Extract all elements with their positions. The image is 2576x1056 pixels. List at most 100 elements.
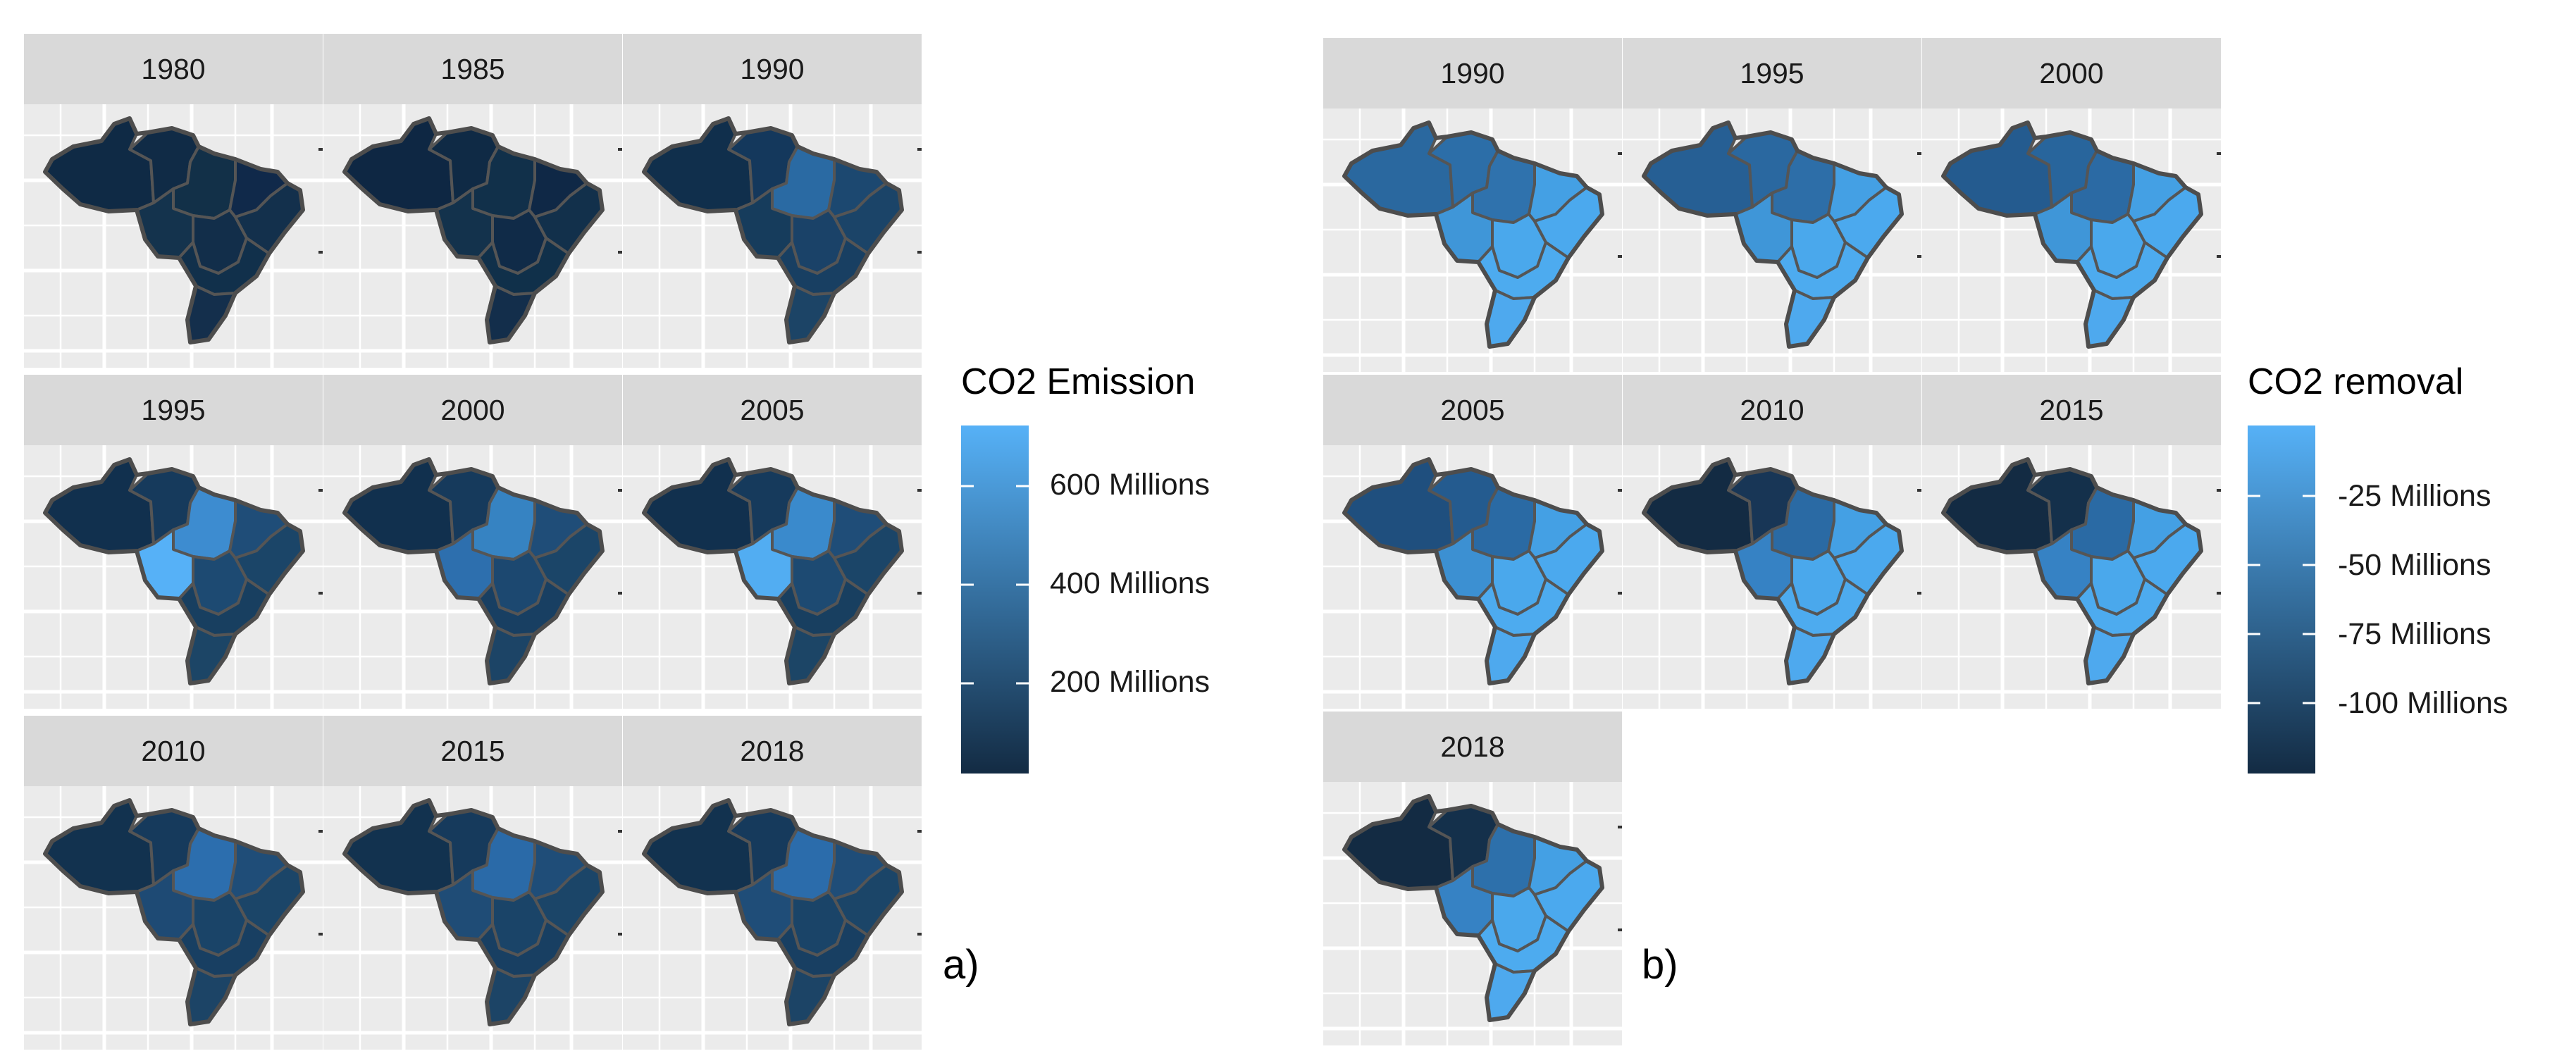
facet-strip-year: 2000	[323, 375, 622, 445]
facet-strip-year: 2000	[1922, 38, 2221, 108]
country-outline	[43, 798, 305, 1026]
island-mark	[318, 830, 323, 833]
panel-a-1990: 1990	[623, 34, 922, 368]
facet-strip-year: 2018	[623, 716, 922, 786]
country-outline	[342, 457, 605, 685]
country-outline	[43, 457, 305, 685]
map-plot-area	[1623, 108, 1921, 372]
figure-b-label: b)	[1642, 942, 1678, 988]
brazil-map	[323, 786, 622, 1050]
panel-a-2015: 2015	[323, 716, 622, 1050]
country-outline	[1941, 457, 2203, 685]
colorbar-co2-removal	[2248, 425, 2315, 774]
facet-strip-year: 1990	[1323, 38, 1622, 108]
legend-b-tick-75: -75 Millions	[2338, 617, 2491, 651]
legend-title-co2-emission: CO2 Emission	[961, 361, 1196, 402]
island-mark	[618, 148, 622, 151]
facet-strip-year: 2005	[623, 375, 922, 445]
island-mark	[917, 251, 922, 254]
map-plot-area	[1922, 445, 2221, 709]
island-mark	[618, 933, 622, 936]
brazil-map	[623, 104, 922, 368]
island-mark	[1917, 255, 1921, 258]
country-outline	[1642, 457, 1904, 685]
facet-strip-year: 2015	[323, 716, 622, 786]
panel-b-2005: 2005	[1323, 375, 1622, 709]
legend-b-tick-50: -50 Millions	[2338, 548, 2491, 582]
brazil-map	[623, 445, 922, 709]
panel-a-1995: 1995	[24, 375, 323, 709]
country-outline	[43, 116, 305, 344]
brazil-map	[1323, 108, 1622, 372]
facet-strip-year: 2010	[1623, 375, 1921, 445]
brazil-map	[1922, 445, 2221, 709]
facet-strip-year: 2018	[1323, 712, 1622, 782]
country-outline	[1342, 120, 1604, 349]
country-outline	[342, 798, 605, 1026]
panel-a-1985: 1985	[323, 34, 622, 368]
map-plot-area	[623, 104, 922, 368]
brazil-map	[24, 104, 323, 368]
figure-a-label: a)	[943, 942, 979, 988]
map-plot-area	[323, 786, 622, 1050]
facet-strip-year: 1990	[623, 34, 922, 104]
country-outline	[1941, 120, 2203, 349]
island-mark	[1618, 928, 1622, 931]
brazil-map	[1922, 108, 2221, 372]
colorbar-co2-emission	[961, 425, 1029, 774]
map-plot-area	[24, 104, 323, 368]
island-mark	[618, 251, 622, 254]
island-mark	[318, 933, 323, 936]
panel-a-2000: 2000	[323, 375, 622, 709]
legend-a-tick-400: 400 Millions	[1050, 566, 1210, 600]
facet-strip-year: 1985	[323, 34, 622, 104]
island-mark	[1618, 255, 1622, 258]
island-mark	[318, 592, 323, 595]
island-mark	[1618, 592, 1622, 595]
facet-strip-year: 2010	[24, 716, 323, 786]
map-plot-area	[24, 445, 323, 709]
island-mark	[917, 489, 922, 492]
island-mark	[318, 489, 323, 492]
map-plot-area	[1922, 108, 2221, 372]
panel-b-2015: 2015	[1922, 375, 2221, 709]
brazil-map	[24, 786, 323, 1050]
island-mark	[1618, 489, 1622, 492]
island-mark	[1618, 826, 1622, 828]
map-plot-area	[1323, 782, 1622, 1045]
facet-strip-year: 1980	[24, 34, 323, 104]
island-mark	[917, 592, 922, 595]
country-outline	[642, 116, 904, 344]
island-mark	[318, 148, 323, 151]
panel-b-2010: 2010	[1623, 375, 1921, 709]
panel-b-1995: 1995	[1623, 38, 1921, 372]
legend-b-tick-100: -100 Millions	[2338, 686, 2508, 720]
panel-b-1990: 1990	[1323, 38, 1622, 372]
island-mark	[618, 592, 622, 595]
map-plot-area	[623, 786, 922, 1050]
brazil-map	[24, 445, 323, 709]
island-mark	[2217, 255, 2221, 258]
island-mark	[618, 489, 622, 492]
brazil-map	[1323, 445, 1622, 709]
island-mark	[318, 251, 323, 254]
panel-b-2018: 2018	[1323, 712, 1622, 1045]
country-outline	[1342, 457, 1604, 685]
map-plot-area	[24, 786, 323, 1050]
country-outline	[642, 798, 904, 1026]
island-mark	[618, 830, 622, 833]
brazil-map	[623, 786, 922, 1050]
legend-b-tick-25: -25 Millions	[2338, 479, 2491, 513]
island-mark	[2217, 489, 2221, 492]
country-outline	[1642, 120, 1904, 349]
legend-a-tick-200: 200 Millions	[1050, 665, 1210, 699]
brazil-map	[323, 445, 622, 709]
brazil-map	[1623, 108, 1921, 372]
island-mark	[1618, 152, 1622, 155]
map-plot-area	[1323, 108, 1622, 372]
map-plot-area	[623, 445, 922, 709]
facet-strip-year: 1995	[24, 375, 323, 445]
island-mark	[1917, 592, 1921, 595]
map-plot-area	[323, 104, 622, 368]
legend-title-co2-removal: CO2 removal	[2248, 361, 2464, 402]
